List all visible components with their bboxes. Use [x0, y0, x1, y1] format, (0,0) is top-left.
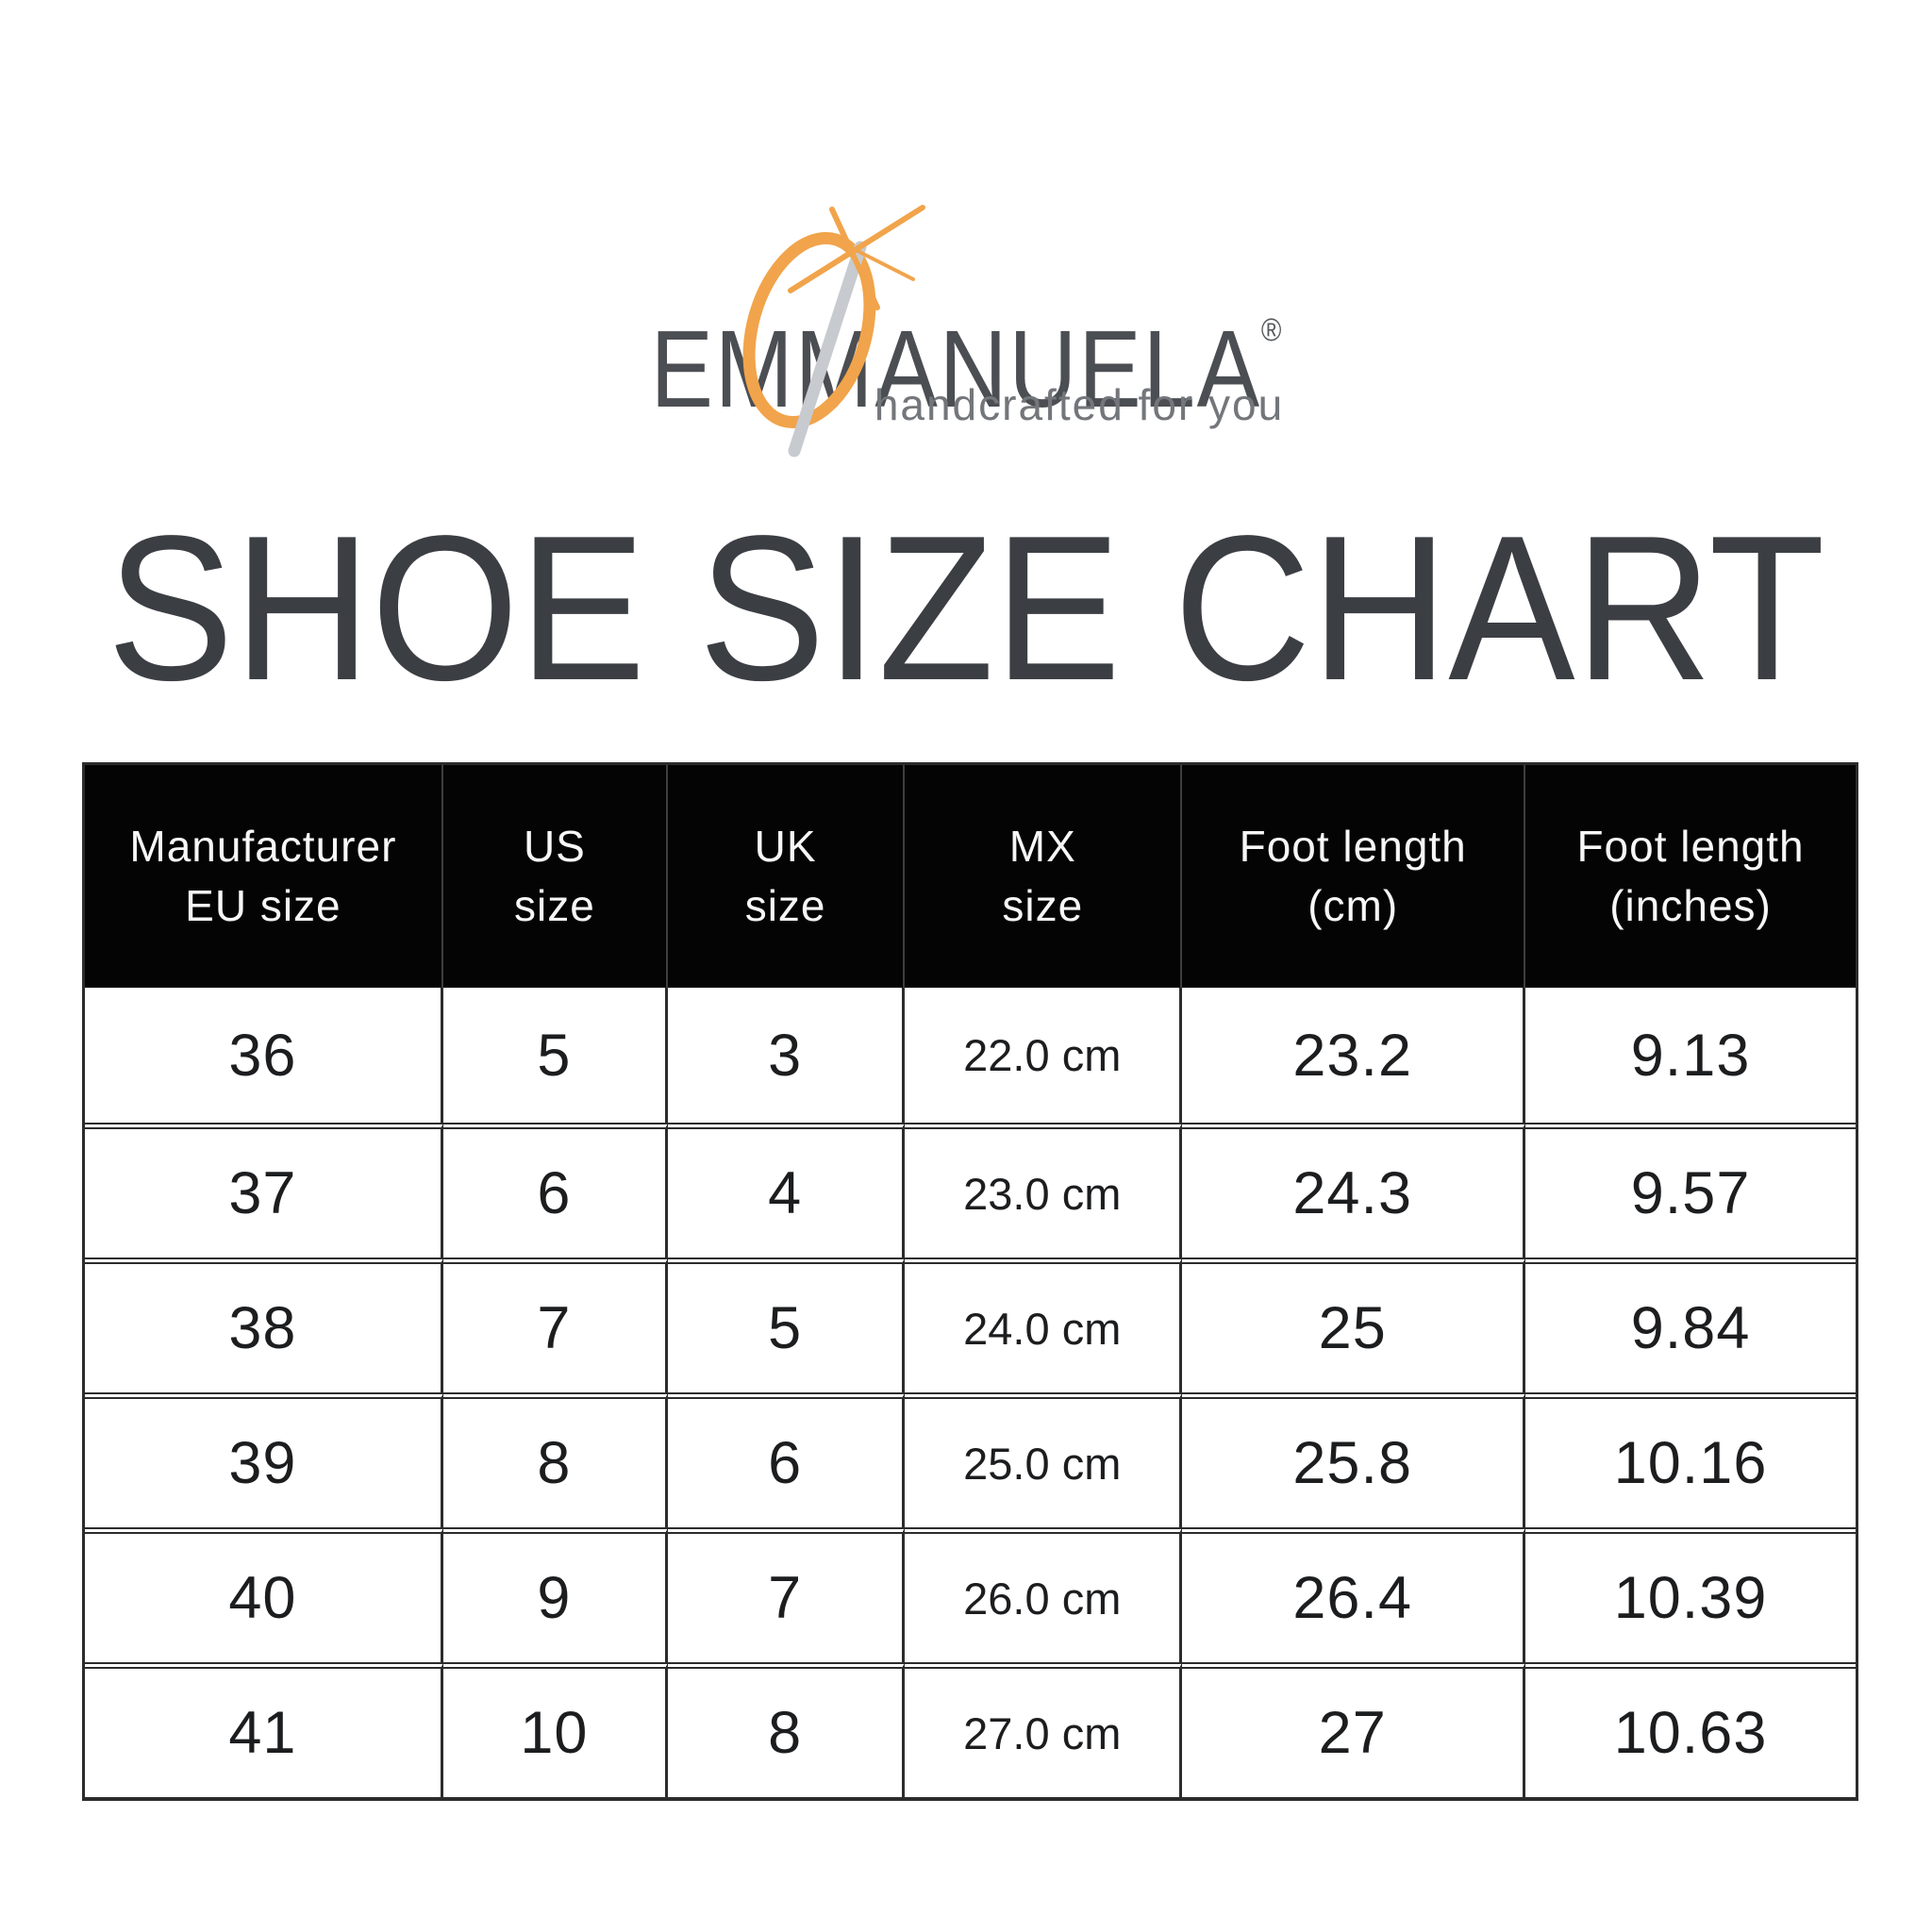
table-cell-cm: 27 [1182, 1662, 1526, 1797]
table-cell-mx: 23.0 cm [905, 1123, 1183, 1257]
table-cell-cm: 23.2 [1182, 988, 1526, 1123]
table-cell-eu: 39 [85, 1392, 443, 1527]
table-cell-uk: 3 [668, 988, 906, 1123]
header-line: UK [754, 821, 817, 871]
header-line: Foot length [1239, 821, 1467, 871]
header-cell-uk-size: UK size [668, 765, 906, 988]
header-cell-foot-length-cm: Foot length (cm) [1182, 765, 1526, 988]
table-cell-inches: 10.39 [1525, 1527, 1856, 1662]
header-line: Manufacturer [129, 821, 397, 871]
table-cell-eu: 38 [85, 1257, 443, 1392]
brand-logo: EMMANUELA® handcrafted for you [0, 142, 1932, 458]
brand-name: EMMANUELA® [135, 264, 1796, 430]
header-cell-eu-size: Manufacturer EU size [85, 765, 443, 988]
page-title: SHOE SIZE CHART [107, 493, 1825, 724]
table-cell-mx: 24.0 cm [905, 1257, 1183, 1392]
table-cell-uk: 4 [668, 1123, 906, 1257]
table-cell-eu: 41 [85, 1662, 443, 1797]
table-cell-eu: 37 [85, 1123, 443, 1257]
header-line: size [1002, 881, 1084, 930]
header-line: (inches) [1609, 881, 1772, 930]
table-cell-inches: 10.16 [1525, 1392, 1856, 1527]
table-cell-uk: 7 [668, 1527, 906, 1662]
table-cell-mx: 22.0 cm [905, 988, 1183, 1123]
table-cell-uk: 6 [668, 1392, 906, 1527]
table-cell-inches: 10.63 [1525, 1662, 1856, 1797]
table-cell-us: 7 [442, 1257, 669, 1392]
header-line: EU size [185, 881, 341, 930]
table-cell-eu: 40 [85, 1527, 443, 1662]
header-cell-us-size: US size [442, 765, 669, 988]
header-line: size [513, 881, 595, 930]
registered-trademark-icon: ® [1260, 312, 1282, 348]
table-cell-eu: 36 [85, 988, 443, 1123]
size-table: Manufacturer EU size US size UK size MX … [82, 762, 1858, 1801]
table-cell-mx: 26.0 cm [905, 1527, 1183, 1662]
table-cell-uk: 8 [668, 1662, 906, 1797]
table-cell-inches: 9.84 [1525, 1257, 1856, 1392]
header-line: (cm) [1307, 881, 1399, 930]
table-cell-mx: 27.0 cm [905, 1662, 1183, 1797]
table-cell-us: 8 [442, 1392, 669, 1527]
table-cell-inches: 9.13 [1525, 988, 1856, 1123]
table-cell-inches: 9.57 [1525, 1123, 1856, 1257]
table-cell-us: 10 [442, 1662, 669, 1797]
header-line: MX [1008, 821, 1076, 871]
table-cell-us: 9 [442, 1527, 669, 1662]
header-line: US [523, 821, 586, 871]
header-line: Foot length [1576, 821, 1805, 871]
table-cell-us: 6 [442, 1123, 669, 1257]
table-cell-us: 5 [442, 988, 669, 1123]
table-cell-cm: 25 [1182, 1257, 1526, 1392]
table-cell-mx: 25.0 cm [905, 1392, 1183, 1527]
header-line: size [744, 881, 826, 930]
table-cell-uk: 5 [668, 1257, 906, 1392]
table-cell-cm: 25.8 [1182, 1392, 1526, 1527]
header-cell-foot-length-inches: Foot length (inches) [1525, 765, 1856, 988]
brand-tagline: handcrafted for you [874, 380, 1285, 429]
table-cell-cm: 24.3 [1182, 1123, 1526, 1257]
table-cell-cm: 26.4 [1182, 1527, 1526, 1662]
header-cell-mx-size: MX size [905, 765, 1183, 988]
